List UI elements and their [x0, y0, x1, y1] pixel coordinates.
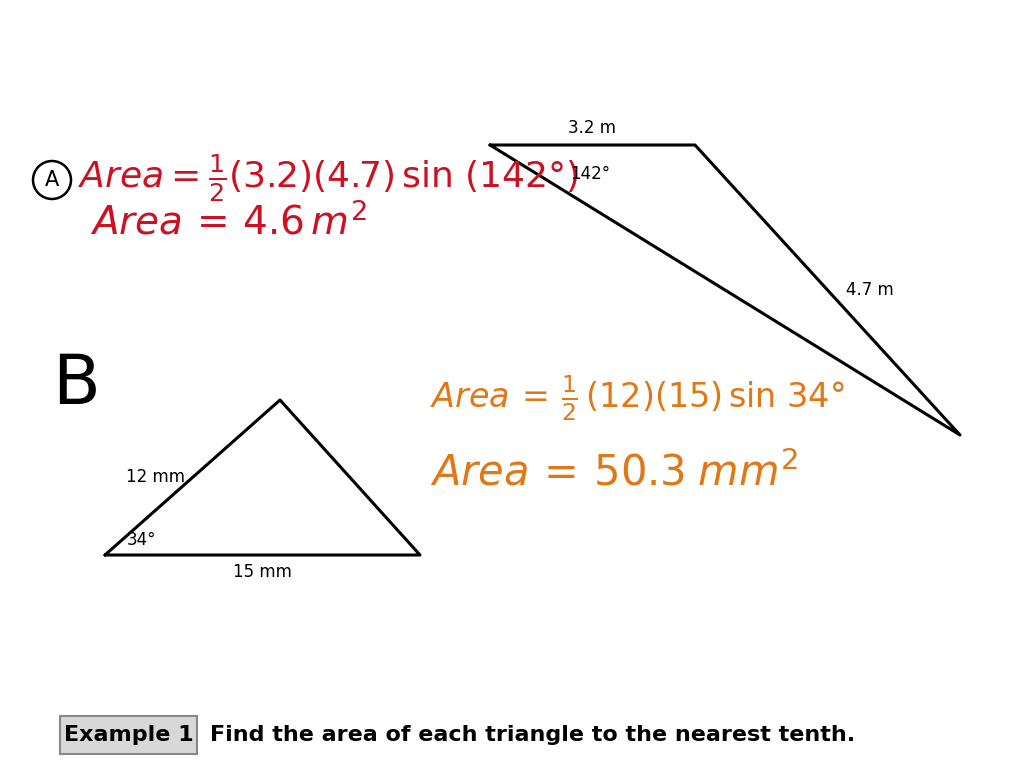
Text: Example 1: Example 1 — [63, 725, 194, 745]
Text: 3.2 m: 3.2 m — [568, 119, 616, 137]
Text: 12 mm: 12 mm — [126, 468, 184, 486]
Text: 15 mm: 15 mm — [233, 563, 292, 581]
Text: 142°: 142° — [570, 165, 610, 183]
Text: 34°: 34° — [127, 531, 157, 549]
FancyBboxPatch shape — [60, 716, 197, 754]
Text: A: A — [45, 170, 59, 190]
Text: Find the area of each triangle to the nearest tenth.: Find the area of each triangle to the ne… — [210, 725, 855, 745]
Text: $\mathit{Area}\,=\,50.3\;mm^2$: $\mathit{Area}\,=\,50.3\;mm^2$ — [430, 452, 799, 495]
Text: $\mathit{Area}\,=\,4.6\,m^2$: $\mathit{Area}\,=\,4.6\,m^2$ — [90, 204, 368, 243]
Text: 4.7 m: 4.7 m — [846, 281, 893, 299]
Text: $\mathit{Area}=\frac{1}{2}(3.2)(4.7)\,\sin\,(142°)$: $\mathit{Area}=\frac{1}{2}(3.2)(4.7)\,\s… — [78, 152, 579, 204]
Text: B: B — [52, 352, 99, 419]
Text: $\mathit{Area}\,=\,\frac{1}{2}\,(12)(15)\,\sin\,34°$: $\mathit{Area}\,=\,\frac{1}{2}\,(12)(15)… — [430, 373, 845, 422]
